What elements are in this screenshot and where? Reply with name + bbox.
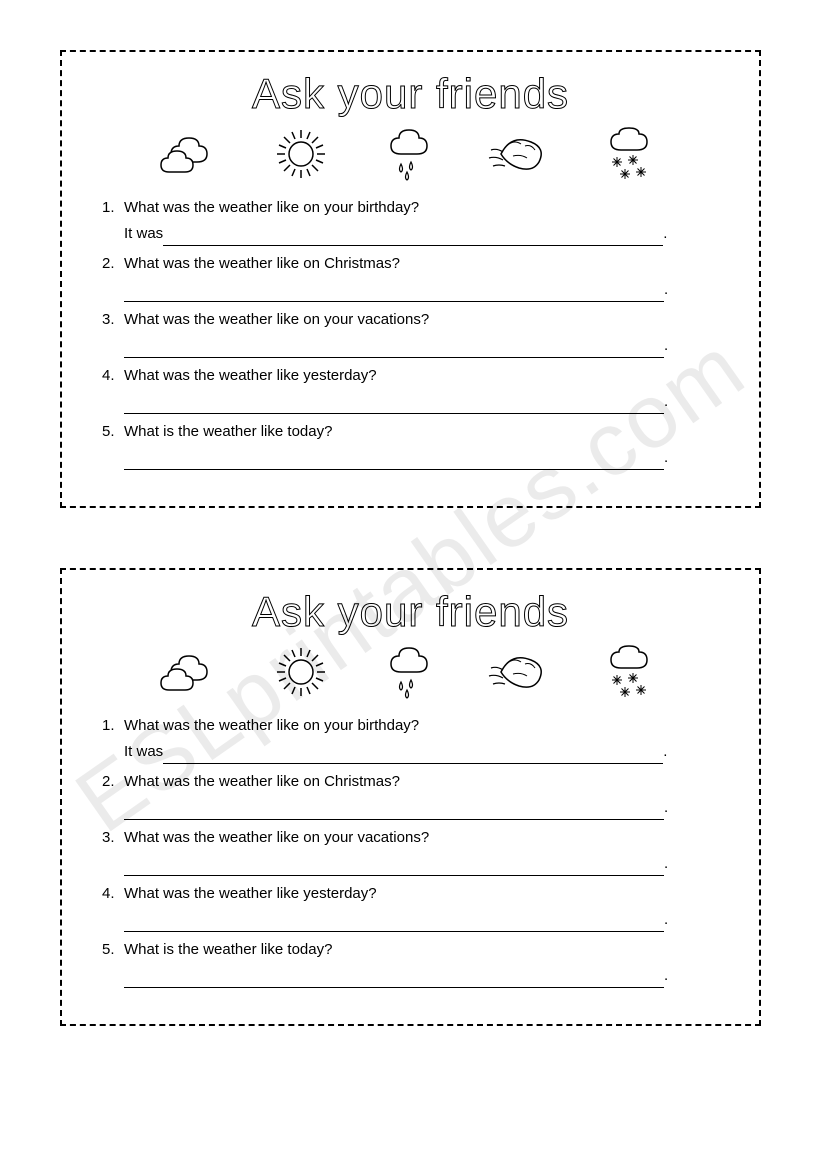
period: .: [663, 225, 667, 242]
question-item: 4.What was the weather like yesterday?.: [102, 882, 719, 932]
blank-line: [124, 805, 664, 820]
blank-line: [124, 343, 664, 358]
worksheet-card: Ask your friends1.What was the weather l…: [60, 50, 761, 508]
answer-line: .: [124, 278, 719, 302]
question-item: 2.What was the weather like on Christmas…: [102, 252, 719, 302]
question-text: What was the weather like on Christmas?: [124, 255, 400, 272]
period: .: [663, 743, 667, 760]
blank-line: [124, 455, 664, 470]
worksheet-title: Ask your friends: [102, 70, 719, 118]
answer-prefix: It was: [124, 743, 163, 760]
blank-line: [163, 749, 663, 764]
icon-row: [102, 124, 719, 184]
question-text: What was the weather like yesterday?: [124, 367, 377, 384]
question-text: What was the weather like on your vacati…: [124, 311, 429, 328]
sunny-icon: [261, 124, 341, 184]
page-container: ESLprintables.com Ask your friends1.What…: [0, 0, 821, 1169]
answer-line: .: [124, 334, 719, 358]
question-item: 2.What was the weather like on Christmas…: [102, 770, 719, 820]
question-item: 3.What was the weather like on your vaca…: [102, 308, 719, 358]
question-number: 2.: [102, 770, 124, 794]
question-text: What was the weather like on your birthd…: [124, 199, 419, 216]
blank-line: [124, 861, 664, 876]
windy-icon: [481, 124, 561, 184]
answer-line: .: [124, 964, 719, 988]
question-text: What was the weather like on your vacati…: [124, 829, 429, 846]
question-item: 1.What was the weather like on your birt…: [102, 714, 719, 764]
rainy-icon: [371, 642, 451, 702]
question-number: 4.: [102, 882, 124, 906]
question-number: 1.: [102, 714, 124, 738]
blank-line: [124, 287, 664, 302]
windy-icon: [481, 642, 561, 702]
blank-line: [124, 973, 664, 988]
period: .: [664, 449, 668, 466]
period: .: [664, 393, 668, 410]
question-number: 5.: [102, 420, 124, 444]
question-text: What is the weather like today?: [124, 423, 332, 440]
question-item: 3.What was the weather like on your vaca…: [102, 826, 719, 876]
question-number: 3.: [102, 826, 124, 850]
worksheet-card: Ask your friends1.What was the weather l…: [60, 568, 761, 1026]
question-number: 5.: [102, 938, 124, 962]
cloudy-icon: [151, 642, 231, 702]
question-item: 5.What is the weather like today?.: [102, 938, 719, 988]
question-number: 2.: [102, 252, 124, 276]
icon-row: [102, 642, 719, 702]
snowy-icon: [591, 642, 671, 702]
rainy-icon: [371, 124, 451, 184]
answer-line: .: [124, 796, 719, 820]
answer-prefix: It was: [124, 225, 163, 242]
answer-line: .: [124, 446, 719, 470]
question-list: 1.What was the weather like on your birt…: [102, 196, 719, 470]
answer-line: It was.: [124, 740, 719, 764]
worksheet-title: Ask your friends: [102, 588, 719, 636]
question-text: What was the weather like on Christmas?: [124, 773, 400, 790]
answer-line: It was.: [124, 222, 719, 246]
period: .: [664, 911, 668, 928]
period: .: [664, 967, 668, 984]
question-item: 5.What is the weather like today?.: [102, 420, 719, 470]
blank-line: [163, 231, 663, 246]
question-list: 1.What was the weather like on your birt…: [102, 714, 719, 988]
question-number: 4.: [102, 364, 124, 388]
question-number: 1.: [102, 196, 124, 220]
question-text: What was the weather like on your birthd…: [124, 717, 419, 734]
period: .: [664, 337, 668, 354]
blank-line: [124, 399, 664, 414]
answer-line: .: [124, 390, 719, 414]
question-text: What was the weather like yesterday?: [124, 885, 377, 902]
question-item: 4.What was the weather like yesterday?.: [102, 364, 719, 414]
question-text: What is the weather like today?: [124, 941, 332, 958]
answer-line: .: [124, 908, 719, 932]
answer-line: .: [124, 852, 719, 876]
sunny-icon: [261, 642, 341, 702]
blank-line: [124, 917, 664, 932]
question-item: 1.What was the weather like on your birt…: [102, 196, 719, 246]
snowy-icon: [591, 124, 671, 184]
period: .: [664, 799, 668, 816]
question-number: 3.: [102, 308, 124, 332]
period: .: [664, 855, 668, 872]
cloudy-icon: [151, 124, 231, 184]
period: .: [664, 281, 668, 298]
